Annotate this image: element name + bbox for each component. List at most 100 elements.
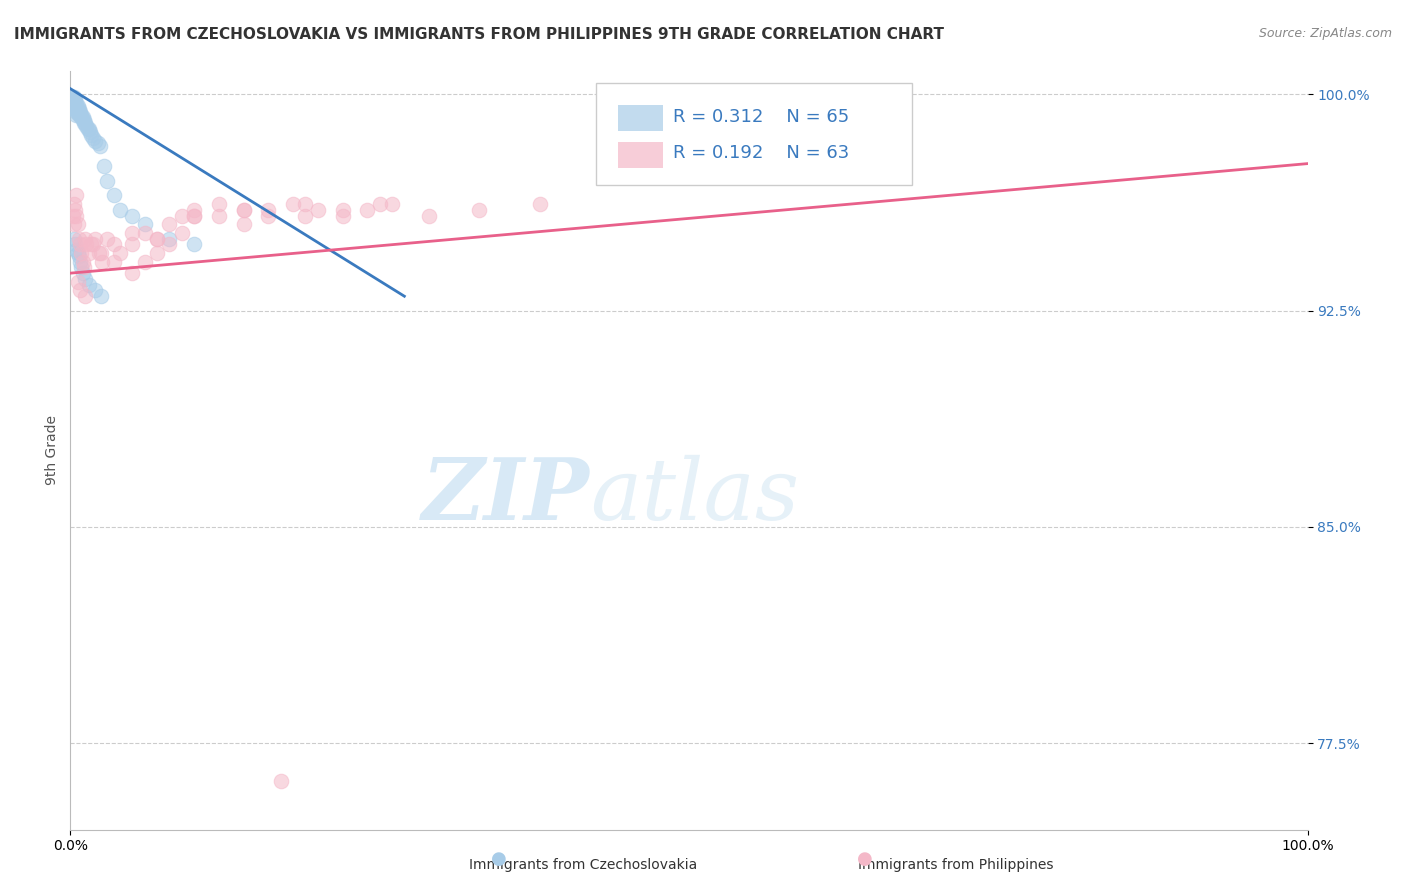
Point (332, 202, 354, 217)
Point (66, 217, 89, 231)
Point (232, 202, 254, 217)
Point (77, 277, 100, 292)
Point (75, 289, 97, 303)
Point (84, 134, 107, 148)
Point (65, 104, 87, 119)
Point (63, 93, 86, 107)
Point (65, 102, 87, 116)
Point (170, 209, 193, 223)
Point (183, 237, 205, 252)
Point (72, 266, 94, 280)
Text: ●: ● (856, 850, 873, 868)
Point (93, 160, 115, 174)
Point (72, 254, 94, 268)
Point (134, 254, 156, 268)
Point (103, 237, 125, 252)
Point (87, 246, 110, 260)
Point (75, 237, 97, 252)
Point (281, 197, 304, 211)
Point (157, 217, 180, 231)
Point (62, 209, 84, 223)
Point (146, 231, 169, 245)
Text: Source: ZipAtlas.com: Source: ZipAtlas.com (1258, 27, 1392, 40)
Point (69, 107, 91, 121)
Point (69, 284, 91, 298)
Point (62, 96, 84, 111)
Point (62, 93, 84, 107)
Point (257, 209, 280, 223)
Point (294, 197, 316, 211)
Point (121, 237, 143, 252)
Point (381, 197, 404, 211)
Point (77, 246, 100, 260)
Point (66, 275, 89, 289)
Point (134, 217, 156, 231)
Point (70, 107, 93, 121)
Point (65, 237, 87, 252)
Point (62, 90, 84, 104)
Point (96, 174, 118, 188)
Point (65, 99, 87, 113)
Point (76, 122, 98, 136)
Point (90, 289, 112, 303)
Point (82, 237, 104, 252)
Text: ●: ● (491, 850, 508, 868)
Point (121, 226, 143, 240)
Point (75, 272, 97, 286)
Point (108, 246, 131, 260)
Point (157, 231, 180, 245)
Point (121, 266, 143, 280)
Point (79, 125, 101, 139)
Point (183, 202, 205, 217)
Point (72, 111, 94, 125)
Point (257, 202, 280, 217)
Point (69, 237, 91, 252)
Point (67, 249, 90, 263)
FancyBboxPatch shape (619, 142, 664, 168)
Point (65, 243, 87, 257)
Point (146, 231, 169, 245)
Point (60, 96, 83, 111)
Point (134, 226, 156, 240)
Text: R = 0.312    N = 65: R = 0.312 N = 65 (673, 108, 849, 126)
Point (84, 284, 107, 298)
Point (146, 246, 169, 260)
Point (270, 773, 292, 788)
Point (96, 231, 118, 245)
Point (63, 102, 86, 116)
Point (62, 99, 84, 113)
Point (89, 139, 111, 153)
Point (75, 119, 97, 133)
Point (157, 237, 180, 252)
Point (356, 202, 378, 217)
FancyBboxPatch shape (619, 105, 664, 131)
Text: atlas: atlas (591, 455, 799, 537)
Point (529, 197, 551, 211)
Point (69, 104, 91, 119)
Point (467, 202, 489, 217)
Point (75, 116, 97, 130)
Point (70, 260, 93, 275)
Point (91, 254, 114, 268)
Point (86, 136, 108, 151)
Point (67, 231, 90, 245)
Point (73, 116, 96, 130)
Point (67, 104, 90, 119)
Point (65, 107, 87, 121)
Point (60, 90, 83, 104)
Point (65, 102, 87, 116)
Point (65, 96, 87, 111)
Point (67, 102, 90, 116)
Point (65, 96, 87, 111)
Text: IMMIGRANTS FROM CZECHOSLOVAKIA VS IMMIGRANTS FROM PHILIPPINES 9TH GRADE CORRELAT: IMMIGRANTS FROM CZECHOSLOVAKIA VS IMMIGR… (14, 27, 943, 42)
Point (84, 231, 107, 245)
Point (368, 197, 391, 211)
Text: R = 0.192    N = 63: R = 0.192 N = 63 (673, 145, 849, 162)
Point (208, 197, 231, 211)
Point (72, 113, 94, 128)
Point (232, 202, 254, 217)
Point (63, 90, 86, 104)
Point (75, 231, 97, 245)
Point (66, 102, 89, 116)
Point (294, 209, 316, 223)
